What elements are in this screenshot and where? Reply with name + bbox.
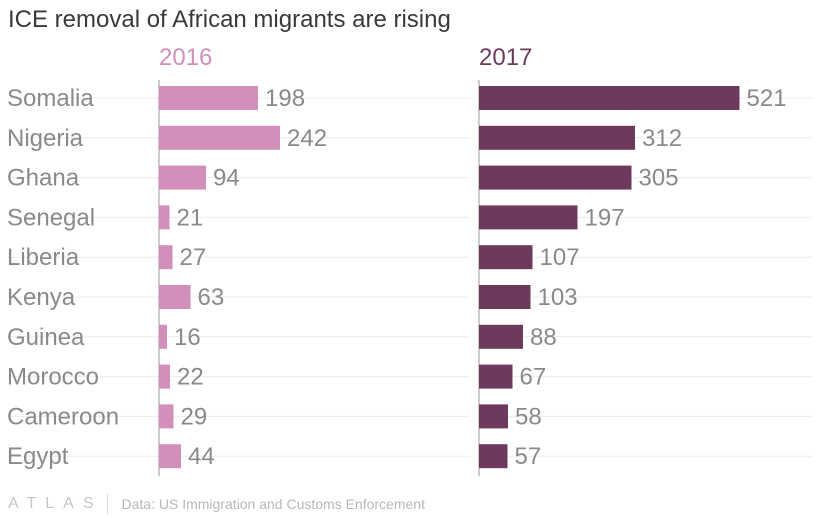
bar	[159, 404, 174, 429]
data-label: 94	[213, 165, 240, 192]
bar	[479, 444, 508, 469]
data-label: 521	[747, 85, 787, 112]
data-label: 197	[585, 204, 625, 231]
bar	[479, 86, 740, 110]
bar	[159, 285, 191, 309]
data-label: 103	[538, 284, 578, 311]
data-label: 242	[287, 125, 327, 152]
bar	[479, 285, 531, 309]
chart-title: ICE removal of African migrants are risi…	[8, 6, 451, 33]
data-label: 305	[639, 165, 679, 192]
data-label: 58	[515, 403, 542, 430]
bar	[159, 165, 206, 190]
bar	[159, 125, 280, 150]
category-label: Nigeria	[7, 125, 84, 152]
series-label: 2017	[479, 44, 532, 71]
footer: ATLAS Data: US Immigration and Customs E…	[8, 494, 425, 514]
bar	[159, 245, 173, 270]
data-label: 22	[177, 364, 204, 391]
data-label: 29	[181, 403, 208, 430]
category-label: Morocco	[7, 364, 99, 391]
bar	[479, 205, 578, 230]
bar	[479, 245, 533, 270]
data-label: 312	[642, 125, 682, 152]
bar	[159, 205, 170, 230]
data-label: 88	[530, 324, 557, 351]
data-label: 67	[520, 364, 547, 391]
bar	[479, 165, 632, 190]
bar	[479, 324, 523, 349]
bar	[479, 364, 513, 389]
category-label: Kenya	[7, 284, 76, 311]
category-label: Cameroon	[7, 403, 119, 430]
data-label: 21	[177, 204, 204, 231]
bar	[159, 364, 170, 389]
source-note: Data: US Immigration and Customs Enforce…	[121, 496, 425, 512]
data-label: 44	[188, 443, 215, 470]
data-label: 63	[198, 284, 225, 311]
bar	[479, 125, 635, 150]
atlas-logo[interactable]: ATLAS	[8, 495, 103, 512]
series-label: 2016	[159, 44, 212, 71]
data-label: 198	[265, 85, 305, 112]
category-label: Ghana	[7, 165, 80, 192]
category-label: Guinea	[7, 324, 85, 351]
category-label: Somalia	[7, 85, 94, 112]
data-label: 107	[540, 244, 580, 271]
bar	[159, 86, 258, 110]
data-label: 16	[174, 324, 201, 351]
bar	[159, 324, 167, 349]
bar	[159, 444, 181, 469]
footer-separator	[106, 494, 108, 514]
category-label: Egypt	[7, 443, 69, 470]
category-label: Liberia	[7, 244, 80, 271]
bar	[479, 404, 508, 429]
category-label: Senegal	[7, 204, 95, 231]
data-label: 27	[180, 244, 207, 271]
data-label: 57	[515, 443, 542, 470]
